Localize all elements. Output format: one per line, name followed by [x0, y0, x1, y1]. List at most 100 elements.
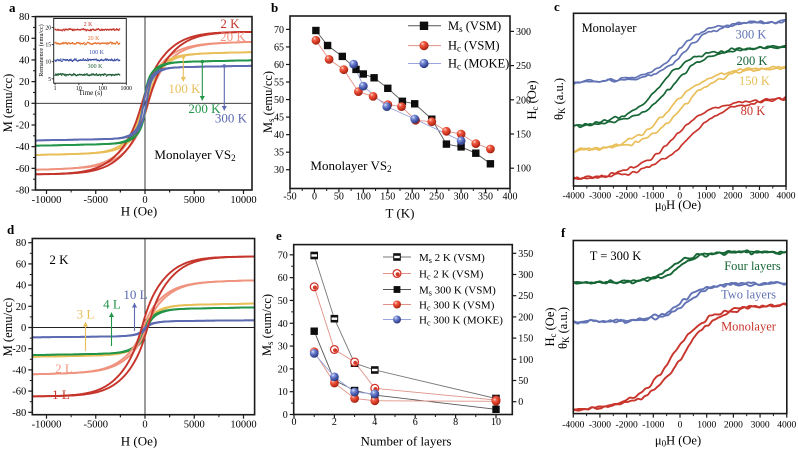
svg-text:250: 250 — [516, 61, 531, 72]
svg-text:0: 0 — [142, 420, 147, 431]
svg-text:-40: -40 — [16, 142, 30, 153]
svg-text:60: 60 — [19, 34, 30, 45]
svg-text:200 K: 200 K — [737, 54, 768, 68]
svg-text:Ms (emu/cc): Ms (emu/cc) — [261, 71, 276, 133]
svg-text:5000: 5000 — [184, 195, 205, 206]
svg-text:Time (s): Time (s) — [79, 89, 103, 97]
svg-text:70: 70 — [278, 250, 288, 261]
svg-text:100: 100 — [98, 86, 107, 92]
svg-text:2 K: 2 K — [220, 16, 240, 31]
svg-text:2000: 2000 — [723, 192, 742, 202]
svg-text:0: 0 — [518, 397, 523, 408]
svg-text:55: 55 — [274, 78, 284, 89]
svg-text:20 K: 20 K — [220, 29, 246, 44]
svg-text:150 K: 150 K — [739, 74, 770, 88]
svg-text:70: 70 — [274, 25, 284, 36]
svg-text:350: 350 — [478, 192, 493, 203]
svg-text:-50: -50 — [283, 192, 296, 203]
svg-text:2 K: 2 K — [84, 22, 94, 28]
svg-text:Hc (Oe): Hc (Oe) — [525, 80, 540, 119]
svg-text:Hc 300 K (MOKE): Hc 300 K (MOKE) — [419, 314, 503, 327]
svg-text:10000: 10000 — [230, 420, 256, 431]
svg-text:Ms 300 K (VSM): Ms 300 K (VSM) — [419, 284, 496, 297]
svg-text:40: 40 — [274, 130, 284, 141]
svg-text:20: 20 — [19, 77, 30, 88]
svg-text:50: 50 — [278, 296, 288, 307]
svg-text:Two layers: Two layers — [721, 288, 776, 302]
svg-text:2000: 2000 — [724, 421, 743, 431]
svg-text:1: 1 — [54, 86, 57, 92]
svg-text:15: 15 — [45, 43, 51, 49]
svg-text:60: 60 — [274, 60, 284, 71]
svg-text:300 K: 300 K — [215, 111, 248, 126]
svg-text:400: 400 — [503, 192, 518, 203]
svg-text:0: 0 — [292, 417, 297, 428]
svg-text:50: 50 — [274, 95, 284, 106]
svg-text:-40: -40 — [12, 365, 26, 376]
svg-text:65: 65 — [274, 42, 284, 53]
svg-text:150: 150 — [518, 334, 533, 345]
svg-text:250: 250 — [518, 291, 533, 302]
svg-text:Hc (MOKE): Hc (MOKE) — [448, 57, 509, 72]
svg-text:-80: -80 — [16, 186, 30, 197]
svg-text:0: 0 — [312, 192, 317, 203]
svg-text:Monolayer: Monolayer — [721, 320, 777, 334]
svg-text:M (emu/cc): M (emu/cc) — [1, 74, 15, 133]
svg-text:-60: -60 — [16, 164, 30, 175]
svg-text:250: 250 — [429, 192, 444, 203]
svg-text:100 K: 100 K — [168, 81, 201, 96]
svg-text:3000: 3000 — [751, 421, 770, 431]
svg-text:Hc 2 K (VSM): Hc 2 K (VSM) — [419, 268, 484, 281]
svg-text:3000: 3000 — [750, 192, 769, 202]
svg-text:100 K: 100 K — [89, 50, 105, 56]
svg-text:-60: -60 — [12, 387, 26, 398]
svg-text:-5000: -5000 — [84, 420, 109, 431]
svg-text:200: 200 — [405, 192, 420, 203]
svg-text:20: 20 — [45, 26, 51, 32]
svg-text:10000: 10000 — [230, 195, 256, 206]
svg-text:Ms (eum/cc): Ms (eum/cc) — [260, 294, 275, 356]
svg-text:30: 30 — [274, 165, 284, 176]
svg-text:100: 100 — [516, 164, 531, 175]
svg-text:0: 0 — [677, 192, 682, 202]
svg-text:80: 80 — [19, 12, 30, 23]
svg-text:60: 60 — [16, 259, 27, 270]
svg-text:300: 300 — [518, 270, 533, 281]
svg-text:-4000: -4000 — [562, 421, 584, 431]
svg-text:300 K: 300 K — [736, 28, 767, 42]
svg-text:M (emu/cc): M (emu/cc) — [1, 298, 15, 357]
svg-text:Remanence (emu/cc): Remanence (emu/cc) — [38, 24, 45, 76]
svg-text:-2000: -2000 — [616, 421, 638, 431]
svg-text:-10000: -10000 — [32, 420, 62, 431]
svg-text:4 L: 4 L — [103, 297, 121, 312]
svg-text:350: 350 — [518, 249, 533, 260]
svg-text:45: 45 — [274, 113, 284, 124]
svg-text:T (K): T (K) — [385, 206, 414, 221]
svg-text:0: 0 — [24, 99, 29, 110]
svg-text:35: 35 — [274, 148, 284, 159]
svg-text:-1000: -1000 — [642, 192, 664, 202]
svg-text:60: 60 — [278, 273, 288, 284]
svg-text:Hc 300 K (VSM): Hc 300 K (VSM) — [419, 299, 495, 312]
svg-text:200: 200 — [518, 312, 533, 323]
svg-text:30: 30 — [278, 342, 288, 353]
svg-text:1000: 1000 — [697, 192, 716, 202]
svg-text:4000: 4000 — [777, 192, 796, 202]
svg-text:μ0H (Oe): μ0H (Oe) — [655, 198, 701, 213]
svg-text:0: 0 — [678, 421, 683, 431]
svg-text:200 K: 200 K — [188, 101, 221, 116]
svg-text:-80: -80 — [12, 408, 26, 419]
svg-text:20: 20 — [278, 364, 288, 375]
svg-text:Number of layers: Number of layers — [361, 434, 452, 449]
svg-text:100: 100 — [518, 355, 533, 366]
svg-text:Ms 2 K (VSM): Ms 2 K (VSM) — [419, 252, 485, 265]
svg-text:c: c — [554, 0, 560, 14]
svg-text:Hc (VSM): Hc (VSM) — [448, 39, 500, 54]
svg-text:d: d — [7, 222, 15, 237]
svg-text:6: 6 — [413, 417, 418, 428]
svg-text:-1000: -1000 — [642, 421, 664, 431]
svg-text:4: 4 — [372, 417, 377, 428]
svg-text:200: 200 — [516, 95, 531, 106]
svg-text:150: 150 — [380, 192, 395, 203]
svg-text:8: 8 — [453, 417, 458, 428]
